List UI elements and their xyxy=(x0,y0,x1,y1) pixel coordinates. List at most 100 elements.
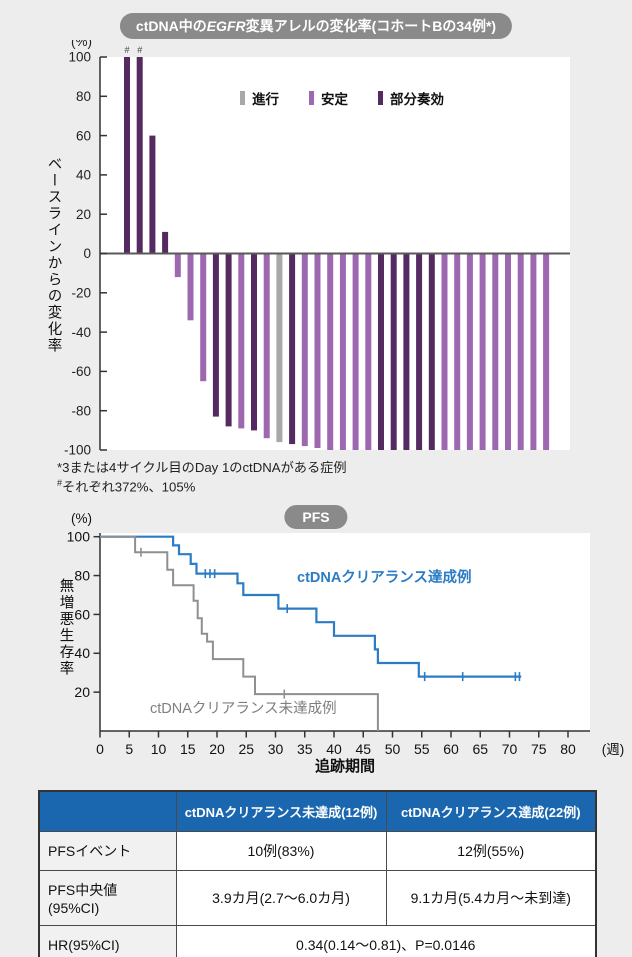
waterfall-bar xyxy=(505,253,511,450)
waterfall-bar xyxy=(492,253,499,450)
pfs-x-unit-label: (週) xyxy=(602,742,625,757)
svg-text:-80: -80 xyxy=(71,403,91,418)
table-header-clearance: ctDNAクリアランス達成(22例) xyxy=(385,790,597,832)
footnote-asterisk: *3または4サイクル目のDay 1のctDNAがある症例 xyxy=(57,460,347,475)
km-censor-marks-1 xyxy=(140,547,286,699)
legend-item-0: 進行 xyxy=(240,88,279,108)
waterfall-footnotes: *3または4サイクル目のDay 1のctDNAがある症例 #それぞれ372%、1… xyxy=(57,459,347,497)
svg-text:45: 45 xyxy=(355,741,371,757)
waterfall-bar xyxy=(479,253,486,450)
svg-text:60: 60 xyxy=(74,606,90,622)
waterfall-bar xyxy=(225,253,232,427)
cell-pfs-events-no-clearance: 10例(83%) xyxy=(175,831,387,871)
svg-text:15: 15 xyxy=(180,741,196,757)
svg-text:20: 20 xyxy=(209,741,225,757)
waterfall-bar xyxy=(314,253,321,448)
cell-median-pfs-clearance: 9.1カ月(5.4カ月〜未到達) xyxy=(385,870,597,926)
waterfall-bar xyxy=(124,57,130,254)
pfs-chart: 0 5 10 15 20 25 30 35 40 45 50 55 60 65 70 75 80 (週) 20 40 6… xyxy=(67,511,625,775)
waterfall-bar xyxy=(416,253,423,450)
table-header-row: ctDNAクリアランス未達成(12例) ctDNAクリアランス達成(22例) xyxy=(38,790,597,832)
waterfall-bar xyxy=(276,253,283,443)
footnote-hash-marker: # xyxy=(57,478,63,489)
waterfall-bar xyxy=(238,253,245,429)
svg-text:5: 5 xyxy=(125,741,133,757)
waterfall-bar xyxy=(441,253,448,450)
table-header-no-clearance: ctDNAクリアランス未達成(12例) xyxy=(175,790,387,832)
svg-text:35: 35 xyxy=(297,741,313,757)
waterfall-title-pill: ctDNA中のEGFR変異アレルの変化率(コホートBの34例*) xyxy=(119,13,513,39)
waterfall-bar xyxy=(403,253,410,450)
svg-text:20: 20 xyxy=(74,684,90,700)
svg-text:75: 75 xyxy=(531,741,547,757)
pfs-title-pill: PFS xyxy=(284,505,348,529)
cell-pfs-events-clearance: 12例(55%) xyxy=(385,831,597,871)
svg-text:80: 80 xyxy=(76,89,91,104)
table-header-corner xyxy=(38,790,177,832)
km-curve-0 xyxy=(100,535,522,678)
waterfall-bar xyxy=(212,253,219,417)
results-table: ctDNAクリアランス未達成(12例) ctDNAクリアランス達成(22例) P… xyxy=(38,790,597,957)
waterfall-bar xyxy=(466,253,473,450)
waterfall-title-gene: EGFR xyxy=(206,18,246,34)
waterfall-unit-label: (%) xyxy=(71,40,92,49)
waterfall-bar xyxy=(543,253,550,450)
svg-text:80: 80 xyxy=(74,567,90,583)
waterfall-bar xyxy=(530,253,537,450)
svg-text:40: 40 xyxy=(76,168,91,183)
waterfall-bar xyxy=(352,253,359,450)
svg-text:-60: -60 xyxy=(71,364,91,379)
svg-text:0: 0 xyxy=(83,246,91,261)
waterfall-y-ticks: 100 80 60 40 20 0 -20 -40 -60 -80 -100 xyxy=(64,50,107,458)
waterfall-bar xyxy=(200,253,207,382)
cell-hr-value: 0.34(0.14〜0.81)、P=0.0146 xyxy=(175,925,597,957)
waterfall-title-pre: ctDNA中の xyxy=(135,18,207,34)
svg-text:10: 10 xyxy=(151,741,167,757)
legend-swatch-icon xyxy=(309,91,314,105)
km-label-clearance: ctDNAクリアランス達成例 xyxy=(297,568,472,586)
waterfall-bar xyxy=(162,231,169,254)
svg-text:100: 100 xyxy=(67,529,91,545)
svg-text:40: 40 xyxy=(326,741,342,757)
waterfall-bar xyxy=(301,253,308,447)
waterfall-bar xyxy=(289,253,296,445)
waterfall-bar xyxy=(428,253,435,450)
waterfall-bar xyxy=(174,253,181,278)
waterfall-legend: 進行 安定 部分奏効 xyxy=(240,88,444,108)
waterfall-bar xyxy=(263,253,270,439)
table-row-median-pfs: PFS中央値(95%CI) 3.9カ月(2.7〜6.0カ月) 9.1カ月(5.4… xyxy=(38,870,597,926)
table-row-pfs-events: PFSイベント 10例(83%) 12例(55%) xyxy=(38,831,597,871)
pfs-unit-label: (%) xyxy=(71,511,92,526)
legend-label: 進行 xyxy=(252,92,279,107)
legend-swatch-icon xyxy=(378,91,383,105)
footnote-hash: #それぞれ372%、105% xyxy=(57,478,196,495)
row-label-median-pfs: PFS中央値(95%CI) xyxy=(38,870,177,926)
waterfall-y-axis-label: ベースラインからの変化率 xyxy=(45,156,62,354)
svg-text:60: 60 xyxy=(443,741,459,757)
svg-text:50: 50 xyxy=(385,741,401,757)
svg-text:-40: -40 xyxy=(71,325,91,340)
cell-median-pfs-no-clearance: 3.9カ月(2.7〜6.0カ月) xyxy=(175,870,387,926)
legend-label: 部分奏効 xyxy=(390,92,444,107)
legend-label: 安定 xyxy=(321,92,348,107)
svg-text:55: 55 xyxy=(414,741,430,757)
km-censor-marks-0 xyxy=(204,569,521,682)
km-label-no-clearance: ctDNAクリアランス未達成例 xyxy=(150,700,337,717)
legend-item-1: 安定 xyxy=(309,88,348,108)
svg-text:25: 25 xyxy=(238,741,254,757)
capped-bar-marker: # xyxy=(137,45,142,55)
svg-text:-100: -100 xyxy=(64,443,91,458)
waterfall-bar xyxy=(454,253,461,450)
legend-swatch-icon xyxy=(240,91,245,105)
pfs-plot-area xyxy=(100,533,590,731)
waterfall-bar xyxy=(339,253,346,450)
svg-text:100: 100 xyxy=(68,50,91,65)
waterfall-chart: # #100 80 60 40 20 0 -20 -40 -60 -80 -100 (%) xyxy=(64,40,570,458)
waterfall-title-post: 変異アレルの変化率(コホートBの34例*) xyxy=(245,18,497,34)
svg-text:65: 65 xyxy=(472,741,488,757)
waterfall-bar xyxy=(149,135,156,254)
row-label-pfs-events: PFSイベント xyxy=(38,831,177,871)
waterfall-bar xyxy=(390,253,397,450)
pfs-x-axis-label: 追跡期間 xyxy=(315,757,375,775)
waterfall-bar xyxy=(327,253,334,450)
